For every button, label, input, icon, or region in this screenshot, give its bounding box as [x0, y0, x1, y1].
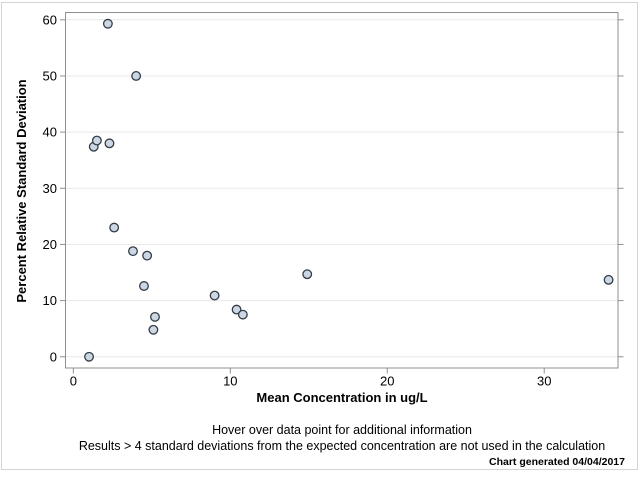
data-point[interactable] [131, 71, 142, 81]
x-tick-label: 0 [70, 374, 77, 389]
x-tick-label: 20 [380, 374, 394, 389]
data-point[interactable] [84, 351, 94, 362]
y-tick-label: 50 [43, 68, 57, 83]
y-tick-label: 30 [43, 181, 57, 196]
footnote-hover-info: Hover over data point for additional inf… [212, 423, 472, 437]
x-tick-label: 10 [223, 374, 237, 389]
data-point[interactable] [237, 309, 248, 320]
data-point[interactable] [142, 250, 153, 261]
x-axis-title: Mean Concentration in ug/L [256, 390, 428, 405]
y-tick-label: 60 [43, 12, 57, 27]
data-point[interactable] [139, 281, 149, 291]
data-point[interactable] [109, 222, 120, 233]
x-tick-label: 30 [537, 374, 551, 389]
y-tick-label: 0 [50, 349, 57, 364]
plot-frame [65, 12, 619, 369]
data-point[interactable] [104, 138, 115, 149]
graph-border [1, 2, 638, 470]
data-point[interactable] [231, 304, 242, 315]
y-axis-title: Percent Relative Standard Deviation [14, 79, 29, 303]
data-point[interactable] [91, 135, 102, 146]
data-point[interactable] [302, 269, 313, 280]
y-tick-label: 40 [43, 125, 57, 140]
data-point[interactable] [150, 311, 160, 322]
data-point[interactable] [603, 274, 614, 285]
chart-generated-date: Chart generated 04/04/2017 [489, 456, 625, 468]
footnote-exclusion-rule: Results > 4 standard deviations from the… [78, 439, 606, 453]
data-point[interactable] [128, 246, 138, 257]
data-point[interactable] [148, 324, 159, 335]
y-tick-label: 10 [43, 293, 57, 308]
data-point[interactable] [102, 18, 113, 29]
data-point[interactable] [209, 290, 220, 301]
y-tick-label: 20 [43, 237, 57, 252]
